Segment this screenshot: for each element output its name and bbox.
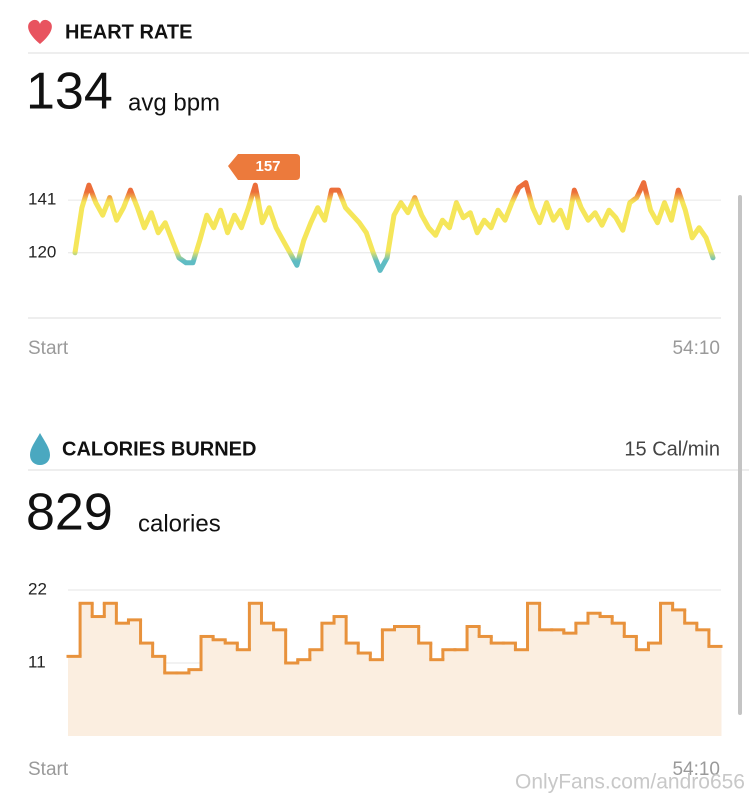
calorie-area bbox=[551, 629, 565, 736]
calorie-area bbox=[68, 656, 81, 736]
calorie-area bbox=[624, 636, 637, 736]
calorie-area bbox=[684, 623, 698, 736]
watermark: OnlyFans.com/andro656 bbox=[515, 771, 745, 794]
calorie-area bbox=[600, 616, 613, 736]
scrollbar bbox=[738, 195, 742, 715]
y-tick-label: 120 bbox=[28, 242, 56, 261]
calorie-area bbox=[140, 643, 154, 736]
calorie-area bbox=[104, 603, 117, 736]
calorie-area bbox=[660, 603, 674, 736]
section-title: HEART RATE bbox=[65, 21, 192, 43]
calorie-area bbox=[358, 653, 371, 736]
drop-icon bbox=[30, 433, 50, 465]
calorie-area bbox=[188, 669, 202, 736]
calorie-area bbox=[116, 623, 129, 736]
calorie-area bbox=[152, 656, 166, 736]
calorie-area bbox=[406, 626, 420, 736]
x-axis-label: Start bbox=[28, 338, 69, 359]
calorie-area bbox=[563, 633, 577, 736]
calorie-area bbox=[442, 649, 456, 736]
y-tick-label: 22 bbox=[28, 579, 47, 598]
calorie-area bbox=[672, 609, 686, 736]
calorie-area bbox=[164, 672, 178, 736]
calorie-area bbox=[225, 643, 238, 736]
calorie-area bbox=[612, 623, 625, 736]
calorie-area bbox=[467, 626, 480, 736]
summary-value: 829 bbox=[26, 484, 113, 542]
calorie-area bbox=[334, 616, 347, 736]
section-title: CALORIES BURNED bbox=[62, 438, 256, 460]
calorie-area bbox=[636, 649, 649, 736]
rate: 15 Cal/min bbox=[624, 438, 720, 460]
calorie-area bbox=[382, 629, 395, 736]
heart-rate-line bbox=[72, 180, 716, 273]
y-tick-label: 11 bbox=[28, 652, 46, 671]
calorie-area bbox=[128, 619, 142, 736]
calorie-area bbox=[527, 603, 541, 736]
calorie-area bbox=[92, 616, 105, 736]
calorie-area bbox=[346, 643, 359, 736]
calorie-area bbox=[80, 603, 93, 736]
calorie-area bbox=[479, 636, 492, 736]
summary-unit: avg bpm bbox=[128, 89, 220, 116]
x-axis-label: Start bbox=[28, 759, 69, 780]
calorie-area bbox=[515, 649, 529, 736]
calorie-area bbox=[430, 659, 444, 736]
calorie-area bbox=[297, 659, 311, 736]
calorie-area bbox=[309, 649, 323, 736]
annotation-badge bbox=[228, 154, 300, 180]
calorie-area bbox=[454, 649, 468, 736]
calorie-area bbox=[285, 663, 299, 736]
calorie-area bbox=[176, 672, 190, 736]
calorie-area bbox=[539, 629, 553, 736]
calorie-area bbox=[587, 613, 601, 736]
calorie-area bbox=[708, 646, 722, 736]
heart-icon bbox=[28, 19, 52, 44]
calorie-area bbox=[503, 643, 516, 736]
y-tick-label: 141 bbox=[28, 190, 56, 209]
annotation: 157 bbox=[255, 158, 280, 175]
calorie-area bbox=[273, 629, 287, 736]
calorie-area bbox=[418, 643, 432, 736]
calorie-area bbox=[370, 659, 383, 736]
summary-unit: calories bbox=[138, 510, 221, 537]
calorie-area bbox=[249, 603, 262, 736]
calorie-area bbox=[696, 629, 710, 736]
x-axis-label: 54:10 bbox=[672, 338, 720, 359]
x-axis-label: 54:10 bbox=[672, 759, 720, 780]
calorie-area bbox=[575, 623, 589, 736]
summary-value: 134 bbox=[26, 63, 113, 121]
calorie-area bbox=[237, 649, 250, 736]
calorie-area bbox=[201, 636, 214, 736]
calorie-area bbox=[648, 643, 662, 736]
calorie-area bbox=[213, 639, 226, 736]
calorie-area bbox=[321, 623, 335, 736]
calorie-area bbox=[491, 643, 504, 736]
calorie-area bbox=[394, 626, 408, 736]
calorie-area bbox=[261, 623, 275, 736]
